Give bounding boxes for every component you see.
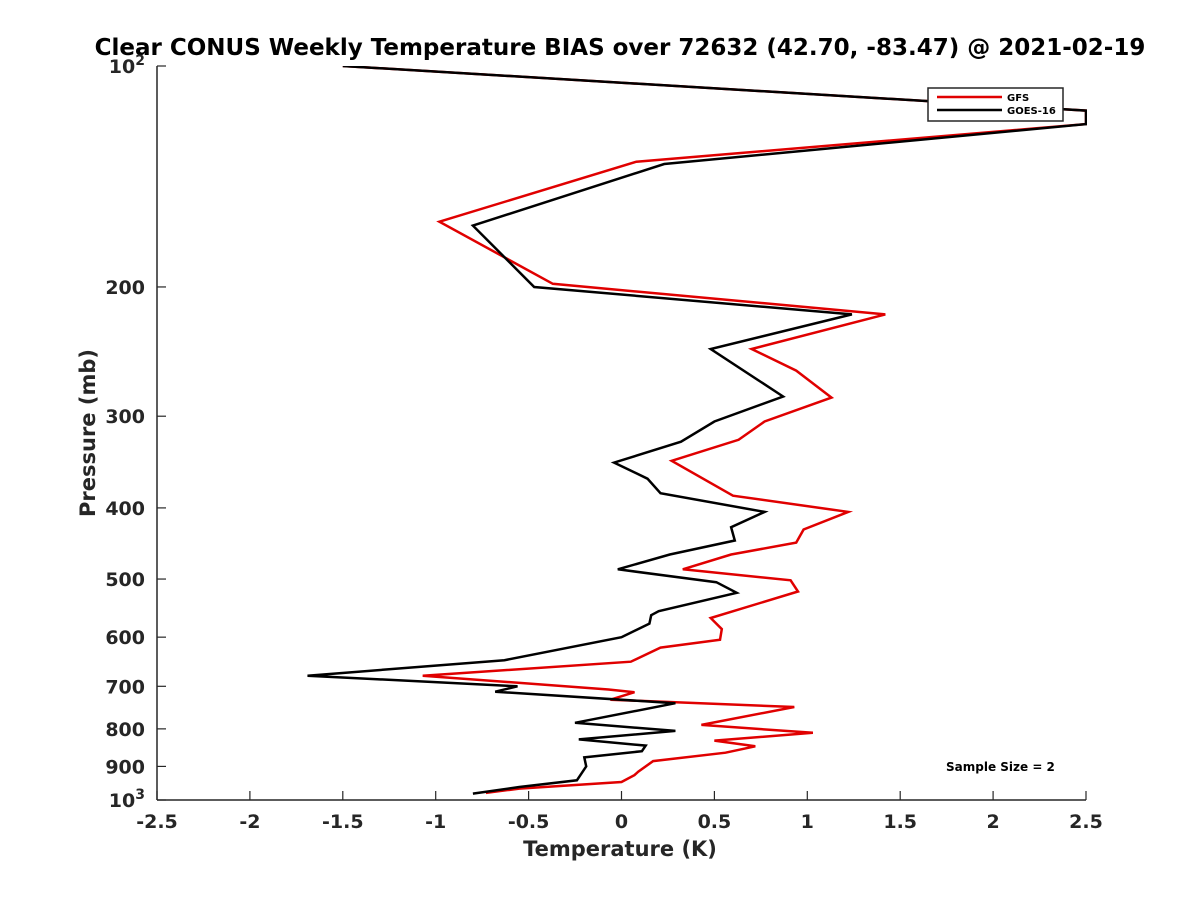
- y-ticks: 102 200 300 400 500 600 700 800 900 103: [105, 53, 166, 812]
- x-tick-label: 2: [986, 811, 999, 833]
- x-tick-label: -2: [239, 811, 260, 833]
- legend-label-goes16: GOES-16: [1007, 106, 1056, 117]
- y-tick-label: 800: [105, 719, 145, 741]
- x-ticks: -2.5 -2 -1.5 -1 -0.5 0 0.5 1 1.5 2 2.5: [136, 791, 1103, 833]
- y-tick-label: 900: [105, 756, 145, 778]
- x-tick-label: -1: [425, 811, 446, 833]
- legend-label-gfs: GFS: [1007, 93, 1029, 104]
- x-axis-label: Temperature (K): [523, 837, 717, 861]
- series-line-goes16: [307, 66, 1087, 795]
- series-lines: [307, 66, 1087, 795]
- y-tick-label: 500: [105, 569, 145, 591]
- x-tick-label: 2.5: [1069, 811, 1103, 833]
- y-tick-label: 300: [105, 406, 145, 428]
- x-tick-label: 0: [615, 811, 628, 833]
- y-tick-label: 200: [105, 277, 145, 299]
- y-tick-label: 600: [105, 627, 145, 649]
- x-tick-label: 0.5: [698, 811, 732, 833]
- x-tick-label: 1.5: [883, 811, 917, 833]
- y-axis-label: Pressure (mb): [76, 349, 100, 517]
- x-tick-label: -0.5: [508, 811, 550, 833]
- y-tick-label: 400: [105, 498, 145, 520]
- sample-size-annotation: Sample Size = 2: [946, 760, 1055, 774]
- y-tick-label: 102: [109, 53, 145, 78]
- x-tick-label: -2.5: [136, 811, 178, 833]
- y-tick-label: 103: [109, 787, 145, 812]
- series-line-gfs: [342, 66, 1087, 795]
- x-tick-label: 1: [801, 811, 814, 833]
- chart-title: Clear CONUS Weekly Temperature BIAS over…: [95, 35, 1146, 61]
- y-tick-label: 700: [105, 676, 145, 698]
- legend: GFS GOES-16: [927, 87, 1064, 122]
- x-tick-label: -1.5: [322, 811, 364, 833]
- legend-box: [927, 87, 1064, 122]
